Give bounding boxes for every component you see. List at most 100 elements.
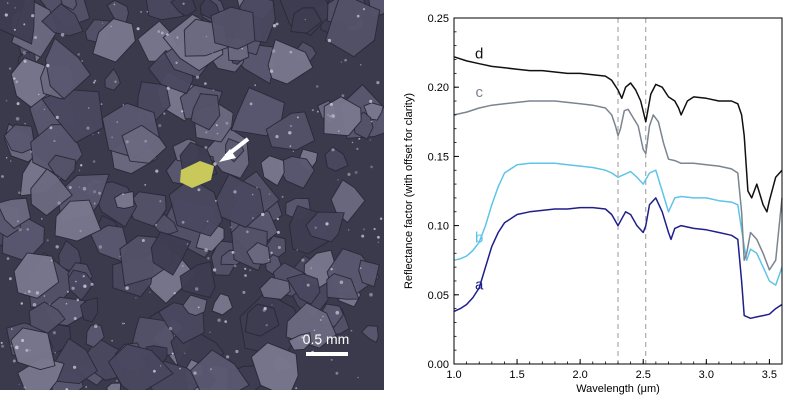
grain-sparkle xyxy=(135,297,137,299)
grain-sparkle xyxy=(358,137,361,140)
grain xyxy=(13,252,60,299)
grain xyxy=(85,324,105,348)
x-tick-label: 1.0 xyxy=(446,369,461,381)
grain-sparkle xyxy=(254,84,256,86)
grain-sparkle xyxy=(195,287,199,291)
x-tick-label: 1.5 xyxy=(509,369,524,381)
grain-sparkle xyxy=(361,234,365,238)
grain-sparkle xyxy=(98,245,103,249)
grain-sparkle xyxy=(46,63,50,68)
grain xyxy=(113,190,135,210)
grain-sparkle xyxy=(359,267,362,269)
grain-sparkle xyxy=(370,120,373,123)
grain-sparkle xyxy=(275,22,279,26)
grain-sparkle xyxy=(97,131,100,134)
grain-sparkle xyxy=(90,282,94,286)
x-axis-label: Wavelength (μm) xyxy=(576,383,660,395)
grain-sparkle xyxy=(289,145,292,147)
grain-sparkle xyxy=(197,306,200,309)
grain-sparkle xyxy=(215,124,218,127)
series-line-b xyxy=(453,162,783,286)
grain-sparkle xyxy=(11,345,13,347)
scale-bar xyxy=(306,352,348,356)
grain-sparkle xyxy=(22,51,26,55)
grain-sparkle xyxy=(268,193,271,195)
x-tick-label: 2.5 xyxy=(636,369,651,381)
grain-sparkle xyxy=(98,191,101,195)
grain-sparkle xyxy=(359,63,362,66)
grain xyxy=(260,155,285,187)
grain-sparkle xyxy=(329,102,333,106)
grain-sparkle xyxy=(28,290,31,293)
grain-sparkle xyxy=(209,331,211,333)
grain xyxy=(41,3,84,37)
grain-sparkle xyxy=(296,249,298,251)
grain-sparkle xyxy=(93,81,96,84)
grain-sparkle xyxy=(369,99,373,103)
grain-sparkle xyxy=(30,150,33,153)
grain-sparkle xyxy=(335,310,340,315)
grain-sparkle xyxy=(213,162,217,166)
grain-sparkle xyxy=(71,286,75,290)
grain-sparkle xyxy=(325,222,329,226)
grain-sparkle xyxy=(55,115,59,119)
grain xyxy=(330,179,366,224)
grain-sparkle xyxy=(289,124,293,128)
grain-sparkle xyxy=(93,190,97,194)
grain-sparkle xyxy=(235,349,239,354)
grain-sparkle xyxy=(249,102,253,106)
grain-sparkle xyxy=(225,121,229,125)
grain-sparkle xyxy=(57,201,61,205)
grain-sparkle xyxy=(377,241,379,243)
y-tick-label: 0.05 xyxy=(428,290,449,302)
grain-sparkle xyxy=(159,200,162,203)
grain-sparkle xyxy=(354,171,358,174)
grain-sparkle xyxy=(331,148,335,152)
spectra-chart: a b c d 1.0 1.5 2.0 2.5 3.0 3.5 0.00 0.05 0.10 0.15… xyxy=(392,0,800,404)
scale-bar-label: 0.5 mm xyxy=(303,331,350,347)
grain-sparkle xyxy=(13,28,16,31)
grain-sparkle xyxy=(121,322,124,325)
y-axis-label: Reflectance factor (with offset for clar… xyxy=(403,93,415,289)
x-axis: 1.0 1.5 2.0 2.5 3.0 3.5 xyxy=(446,359,777,381)
y-axis: 0.00 0.05 0.10 0.15 0.20 0.25 xyxy=(428,13,459,371)
grain-sparkle xyxy=(226,355,230,359)
grain-sparkle xyxy=(181,220,185,224)
grain-sparkle xyxy=(10,160,12,162)
grain-sparkle xyxy=(176,36,179,39)
arrow-icon xyxy=(219,137,250,162)
series-line-c xyxy=(453,100,783,271)
grain-sparkle xyxy=(122,193,124,196)
grain-sparkle xyxy=(125,140,129,144)
y-tick-label: 0.00 xyxy=(428,359,449,371)
grain-sparkle xyxy=(83,284,87,288)
grain-sparkle xyxy=(249,269,252,272)
grain-sparkle xyxy=(5,99,8,102)
x-tick-label: 2.0 xyxy=(573,369,588,381)
grain xyxy=(0,197,32,230)
grain xyxy=(290,7,323,34)
grain-sparkle xyxy=(77,53,80,56)
sample-photo-image: 0.5 mm xyxy=(0,0,393,409)
grain-sparkle xyxy=(18,191,21,194)
grain-sparkle xyxy=(87,107,90,109)
grain-sparkle xyxy=(205,131,208,134)
grain-sparkle xyxy=(311,109,314,112)
grain-sparkle xyxy=(15,80,19,84)
grain-sparkle xyxy=(316,110,319,113)
grain-sparkle xyxy=(370,165,373,169)
grain-sparkle xyxy=(207,257,210,260)
grain-sparkle xyxy=(94,79,97,82)
grain-sparkle xyxy=(295,387,298,390)
grain-sparkle xyxy=(376,81,380,85)
grain-sparkle xyxy=(144,139,147,143)
grain-sparkle xyxy=(85,386,88,388)
grain-sparkle xyxy=(168,326,173,331)
grain-sparkle xyxy=(102,22,104,24)
grain-sparkle xyxy=(23,386,26,389)
grain-sparkle xyxy=(20,302,23,305)
grain-sparkle xyxy=(123,322,125,325)
grain-sparkle xyxy=(82,275,85,278)
grain-sparkle xyxy=(146,10,149,13)
grain-sparkle xyxy=(53,139,56,143)
